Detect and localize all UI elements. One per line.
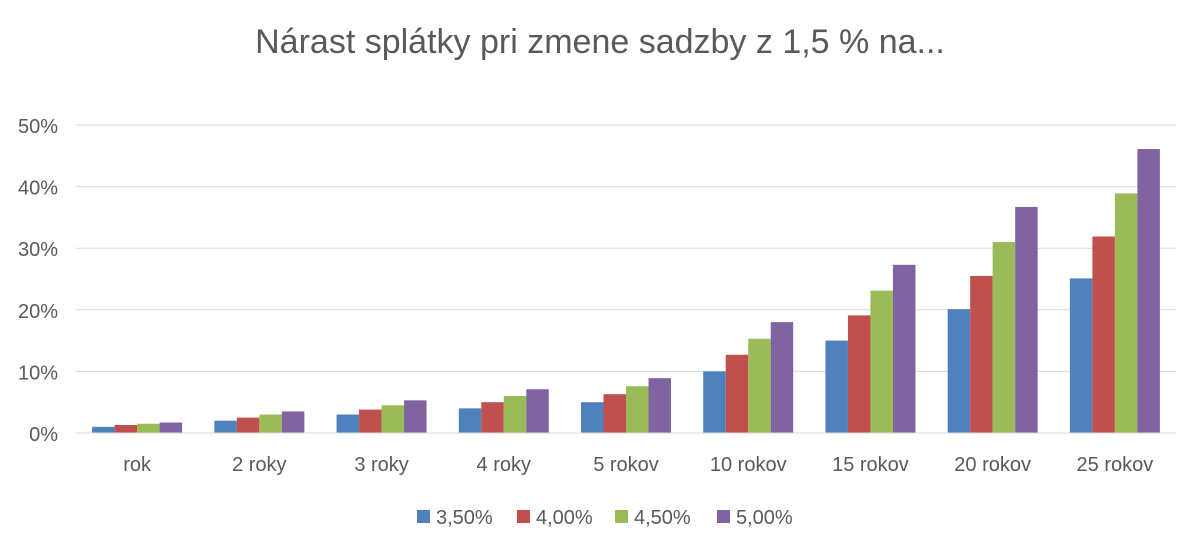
bars bbox=[92, 149, 1160, 434]
legend-label: 4,00% bbox=[536, 507, 593, 529]
y-tick-label: 40% bbox=[18, 178, 58, 200]
bar-400-1 bbox=[236, 417, 260, 433]
y-tick-label: 50% bbox=[18, 116, 58, 138]
bar-500-4 bbox=[648, 378, 671, 433]
bar-400-5 bbox=[725, 354, 749, 433]
bar-350-2 bbox=[336, 414, 360, 433]
bar-500-5 bbox=[770, 322, 794, 433]
bar-450-3 bbox=[503, 396, 527, 433]
bar-350-7 bbox=[947, 309, 971, 433]
x-tick-label: 2 roky bbox=[232, 454, 286, 476]
bar-500-6 bbox=[892, 264, 916, 433]
y-axis-ticks: 0% 10% 20% 30% 40% 50% bbox=[18, 116, 58, 446]
y-tick-label: 10% bbox=[18, 362, 58, 384]
x-axis-ticks: rok 2 roky 3 roky 4 roky 5 rokov 10 rokov 15 r… bbox=[123, 454, 1153, 476]
bar-350-8 bbox=[1069, 278, 1093, 433]
bar-450-8 bbox=[1114, 193, 1138, 433]
bar-350-1 bbox=[214, 420, 237, 433]
bar-450-4 bbox=[626, 386, 649, 433]
legend-swatch bbox=[517, 510, 530, 523]
bar-500-8 bbox=[1137, 149, 1160, 434]
legend-swatch bbox=[615, 510, 628, 523]
bar-450-6 bbox=[870, 290, 893, 433]
x-tick-label: 20 rokov bbox=[954, 454, 1031, 476]
bar-450-5 bbox=[748, 338, 771, 433]
bar-350-5 bbox=[703, 371, 726, 433]
y-tick-label: 0% bbox=[29, 424, 58, 446]
bar-400-7 bbox=[970, 275, 993, 433]
x-tick-label: 25 rokov bbox=[1077, 454, 1154, 476]
y-tick-label: 30% bbox=[18, 239, 58, 261]
bar-400-2 bbox=[359, 409, 382, 433]
bar-500-3 bbox=[526, 389, 549, 433]
y-tick-label: 20% bbox=[18, 301, 58, 323]
x-tick-label: 5 rokov bbox=[593, 454, 659, 476]
x-tick-label: 3 roky bbox=[354, 454, 408, 476]
x-tick-label: 15 rokov bbox=[832, 454, 909, 476]
bar-500-7 bbox=[1015, 206, 1038, 433]
bar-400-0 bbox=[114, 424, 138, 433]
bar-400-4 bbox=[603, 394, 626, 433]
bar-350-6 bbox=[825, 340, 848, 433]
x-tick-label: rok bbox=[123, 454, 152, 476]
bar-400-8 bbox=[1092, 236, 1115, 433]
bar-350-3 bbox=[458, 408, 482, 433]
legend: 3,50% 4,00% 4,50% 5,00% bbox=[417, 507, 793, 529]
bar-500-0 bbox=[159, 422, 183, 433]
bar-450-2 bbox=[381, 405, 405, 433]
legend-label: 3,50% bbox=[436, 507, 493, 529]
legend-label: 5,00% bbox=[736, 507, 793, 529]
x-tick-label: 4 roky bbox=[477, 454, 531, 476]
bar-450-7 bbox=[992, 242, 1016, 433]
bar-350-4 bbox=[581, 402, 604, 433]
legend-swatch bbox=[417, 510, 430, 523]
chart-title: Nárast splátky pri zmene sadzby z 1,5 % … bbox=[255, 23, 945, 61]
x-tick-label: 10 rokov bbox=[710, 454, 787, 476]
bar-450-1 bbox=[259, 414, 282, 433]
legend-swatch bbox=[717, 510, 730, 523]
bar-500-1 bbox=[281, 411, 305, 433]
bar-400-6 bbox=[847, 315, 871, 433]
bar-450-0 bbox=[137, 423, 160, 433]
bar-500-2 bbox=[404, 400, 427, 433]
bar-400-3 bbox=[481, 402, 504, 433]
legend-label: 4,50% bbox=[634, 507, 691, 529]
bar-350-0 bbox=[92, 426, 115, 433]
